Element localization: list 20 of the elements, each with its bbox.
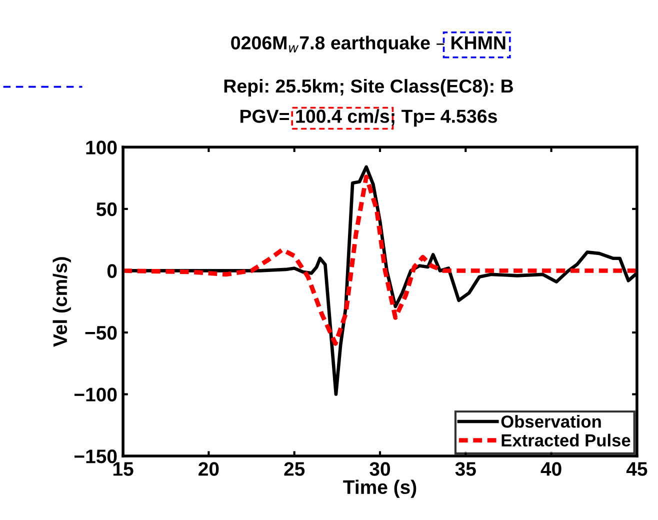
y-tick-label: 0 [107, 264, 117, 278]
y-tick-label: 100 [86, 140, 117, 154]
x-tick-label: 15 [113, 462, 134, 476]
x-tick-label: 35 [455, 462, 476, 476]
x-tick-label: 20 [198, 462, 219, 476]
x-axis-title: Time (s) [343, 480, 416, 498]
line-series [123, 174, 637, 346]
x-tick-label: 45 [626, 462, 648, 476]
y-tick-label: −150 [74, 450, 117, 464]
x-tick-label: 40 [540, 462, 562, 476]
x-tick-label: 30 [370, 462, 390, 476]
y-tick-label: 50 [96, 202, 117, 216]
chart-subtitle: Repi: 25.5km; Site Class(EC8): B PGV= 100.4 cm/s; Tp= 4.536s [224, 78, 513, 127]
y-tick-label: −50 [85, 326, 117, 340]
chart-title: 0206M$_{w}$7.8 earthquake – KHMN [231, 36, 506, 54]
x-tick-label: 25 [284, 462, 305, 476]
y-axis-title: Vel (cm/s) [52, 257, 71, 347]
legend-label: Observation [501, 414, 601, 428]
legend-label: Extracted Pulse [502, 434, 630, 447]
y-tick-label: −100 [74, 388, 117, 402]
